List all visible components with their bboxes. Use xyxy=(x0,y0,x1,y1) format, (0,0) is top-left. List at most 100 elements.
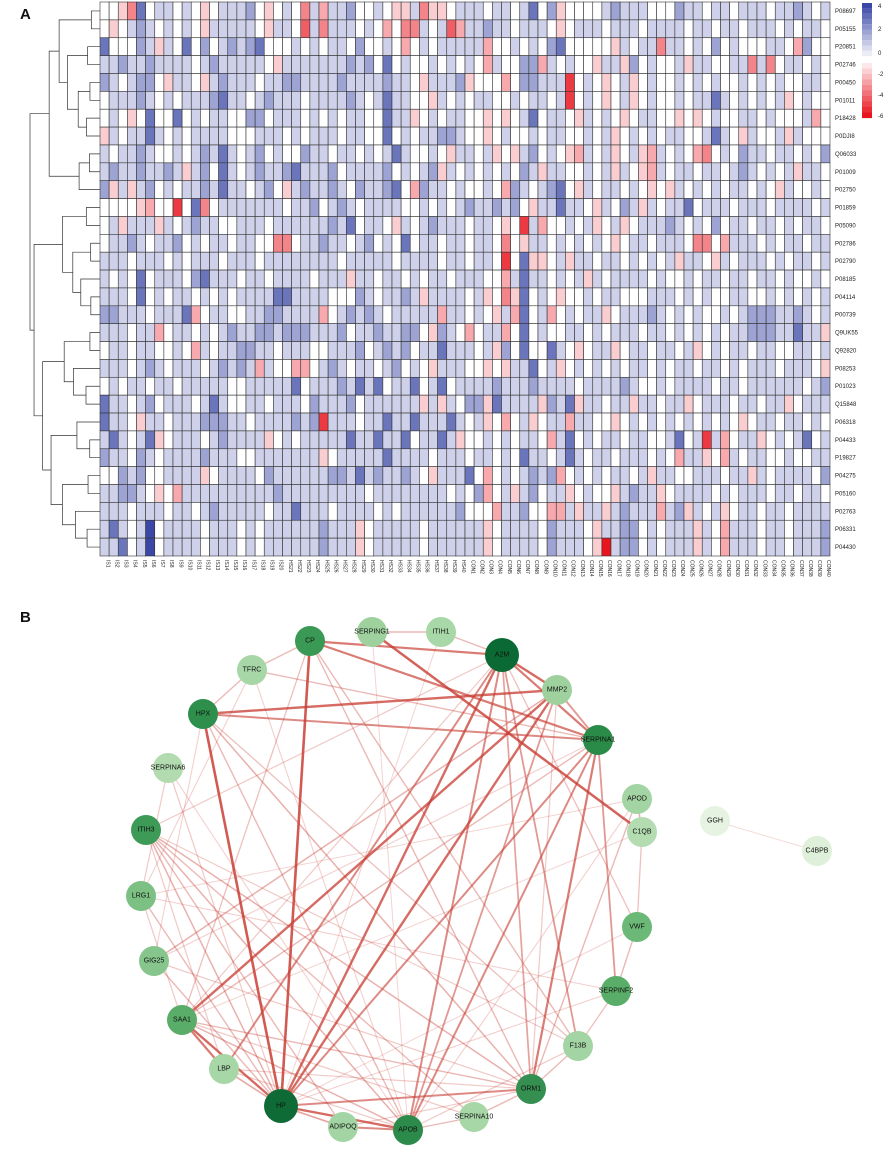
heatmap-cell xyxy=(401,2,410,20)
heatmap-cell xyxy=(602,467,611,485)
heatmap-cell xyxy=(711,342,720,360)
heatmap-cell xyxy=(638,2,647,20)
heatmap-cell xyxy=(584,73,593,91)
heatmap-cell xyxy=(127,181,136,199)
heatmap-cell xyxy=(410,145,419,163)
heatmap-cell xyxy=(137,145,146,163)
heatmap-cell xyxy=(146,199,155,217)
heatmap-cell xyxy=(337,2,346,20)
node-label: HPX xyxy=(196,711,211,718)
heatmap-cell xyxy=(219,181,228,199)
heatmap-cell xyxy=(182,395,191,413)
heatmap-cell xyxy=(310,538,319,556)
heatmap-cell xyxy=(821,109,830,127)
heatmap-cell xyxy=(483,199,492,217)
network-node xyxy=(601,976,631,1006)
heatmap-cell xyxy=(748,502,757,520)
heatmap-cell xyxy=(784,252,793,270)
heatmap-cell xyxy=(328,538,337,556)
heatmap-cell xyxy=(356,145,365,163)
heatmap-cell xyxy=(794,538,803,556)
heatmap-cell xyxy=(319,485,328,503)
heatmap-cell xyxy=(511,324,520,342)
heatmap-cell xyxy=(748,2,757,20)
row-label: P01859 xyxy=(835,206,856,212)
heatmap-cell xyxy=(502,359,511,377)
heatmap-cell xyxy=(812,449,821,467)
heatmap-cell xyxy=(246,109,255,127)
heatmap-cell xyxy=(273,199,282,217)
heatmap-cell xyxy=(200,306,209,324)
heatmap-cell xyxy=(602,2,611,20)
heatmap-cell xyxy=(730,181,739,199)
heatmap-cell xyxy=(702,502,711,520)
heatmap-cell xyxy=(520,306,529,324)
heatmap-cell xyxy=(319,342,328,360)
legend-swatch xyxy=(862,96,872,102)
heatmap-cell xyxy=(775,324,784,342)
heatmap-cell xyxy=(283,502,292,520)
heatmap-cell xyxy=(264,395,273,413)
heatmap-cell xyxy=(721,538,730,556)
heatmap-cell xyxy=(775,109,784,127)
heatmap-cell xyxy=(483,413,492,431)
heatmap-cell xyxy=(565,377,574,395)
heatmap-cell xyxy=(584,359,593,377)
heatmap-cell xyxy=(356,377,365,395)
heatmap-cell xyxy=(757,538,766,556)
heatmap-cell xyxy=(803,73,812,91)
heatmap-cell xyxy=(319,2,328,20)
heatmap-cell xyxy=(775,252,784,270)
network-edge xyxy=(146,830,281,1106)
heatmap-cell xyxy=(191,288,200,306)
heatmap-cell xyxy=(419,2,428,20)
heatmap-cell xyxy=(812,109,821,127)
heatmap-cell xyxy=(155,38,164,56)
heatmap-cell xyxy=(401,216,410,234)
heatmap-cell xyxy=(794,252,803,270)
heatmap-cell xyxy=(675,485,684,503)
heatmap-cell xyxy=(100,38,109,56)
heatmap-cell xyxy=(109,449,118,467)
heatmap-cell xyxy=(337,38,346,56)
heatmap-cell xyxy=(739,359,748,377)
heatmap-cell xyxy=(666,2,675,20)
heatmap-cell xyxy=(155,538,164,556)
heatmap-cell xyxy=(547,520,556,538)
heatmap-cell xyxy=(164,20,173,38)
heatmap-cell xyxy=(383,73,392,91)
heatmap-cell xyxy=(657,73,666,91)
heatmap-cell xyxy=(255,395,264,413)
heatmap-cell xyxy=(575,91,584,109)
heatmap-cell xyxy=(666,431,675,449)
heatmap-cell xyxy=(392,181,401,199)
heatmap-cell xyxy=(191,163,200,181)
column-label: HS37 xyxy=(433,560,439,573)
legend-swatch xyxy=(862,3,872,8)
heatmap-cell xyxy=(255,449,264,467)
heatmap-cell xyxy=(155,270,164,288)
heatmap-cell xyxy=(100,395,109,413)
heatmap-cell xyxy=(310,56,319,74)
heatmap-cell xyxy=(766,306,775,324)
heatmap-cell xyxy=(638,324,647,342)
heatmap-cell xyxy=(210,38,219,56)
heatmap-cell xyxy=(346,485,355,503)
heatmap-cell xyxy=(693,181,702,199)
heatmap-cell xyxy=(164,467,173,485)
heatmap-cell xyxy=(794,163,803,181)
heatmap-cell xyxy=(283,20,292,38)
heatmap-cell xyxy=(593,377,602,395)
heatmap-cell xyxy=(474,413,483,431)
column-label: CON26 xyxy=(697,560,703,577)
heatmap-cell xyxy=(246,252,255,270)
heatmap-cell xyxy=(127,109,136,127)
heatmap-cell xyxy=(511,485,520,503)
heatmap-cell xyxy=(173,199,182,217)
heatmap-cell xyxy=(429,449,438,467)
heatmap-cell xyxy=(438,359,447,377)
heatmap-cell xyxy=(739,431,748,449)
heatmap-cell xyxy=(438,377,447,395)
heatmap-cell xyxy=(739,342,748,360)
heatmap-cell xyxy=(337,395,346,413)
